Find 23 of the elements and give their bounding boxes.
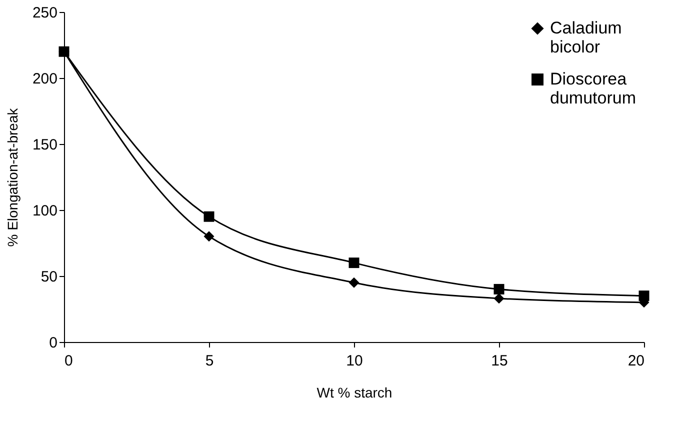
point bbox=[204, 211, 214, 222]
x-tick-label: 0 bbox=[64, 352, 73, 370]
y-axis-title: % Elongation-at-break bbox=[4, 107, 20, 247]
legend-label: Dioscorea dumutorum bbox=[550, 70, 636, 108]
point bbox=[494, 284, 504, 294]
x-axis-title: Wt % starch bbox=[316, 384, 392, 400]
point bbox=[494, 293, 504, 304]
point bbox=[204, 231, 214, 242]
legend-label: Caladium bicolor bbox=[550, 18, 622, 56]
y-tick-label: 100 bbox=[32, 202, 58, 220]
y-tick-label: 0 bbox=[49, 334, 58, 352]
point bbox=[58, 46, 70, 57]
point bbox=[348, 277, 360, 288]
y-tick-label: 250 bbox=[32, 4, 58, 22]
x-tick-label: 20 bbox=[628, 352, 644, 370]
point bbox=[638, 290, 650, 302]
x-tick-label: 15 bbox=[491, 352, 508, 370]
y-tick-label: 150 bbox=[32, 136, 58, 154]
x-tick-label: 10 bbox=[346, 352, 363, 370]
y-tick-label: 50 bbox=[40, 268, 58, 286]
x-tick-label: 5 bbox=[205, 352, 214, 370]
point bbox=[348, 258, 360, 268]
y-tick-label: 200 bbox=[32, 70, 58, 88]
